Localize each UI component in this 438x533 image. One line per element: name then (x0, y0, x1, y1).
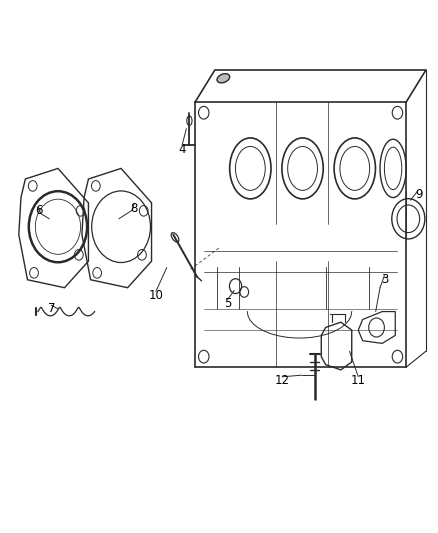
Text: 9: 9 (416, 189, 423, 201)
Text: 3: 3 (381, 273, 388, 286)
Text: 7: 7 (48, 302, 55, 316)
Text: 8: 8 (131, 201, 138, 215)
Ellipse shape (217, 74, 230, 83)
Text: 12: 12 (275, 374, 290, 387)
Text: 4: 4 (178, 143, 186, 156)
Text: 6: 6 (35, 204, 42, 217)
Text: 11: 11 (351, 374, 366, 387)
Text: 10: 10 (148, 289, 163, 302)
Text: 5: 5 (224, 297, 231, 310)
